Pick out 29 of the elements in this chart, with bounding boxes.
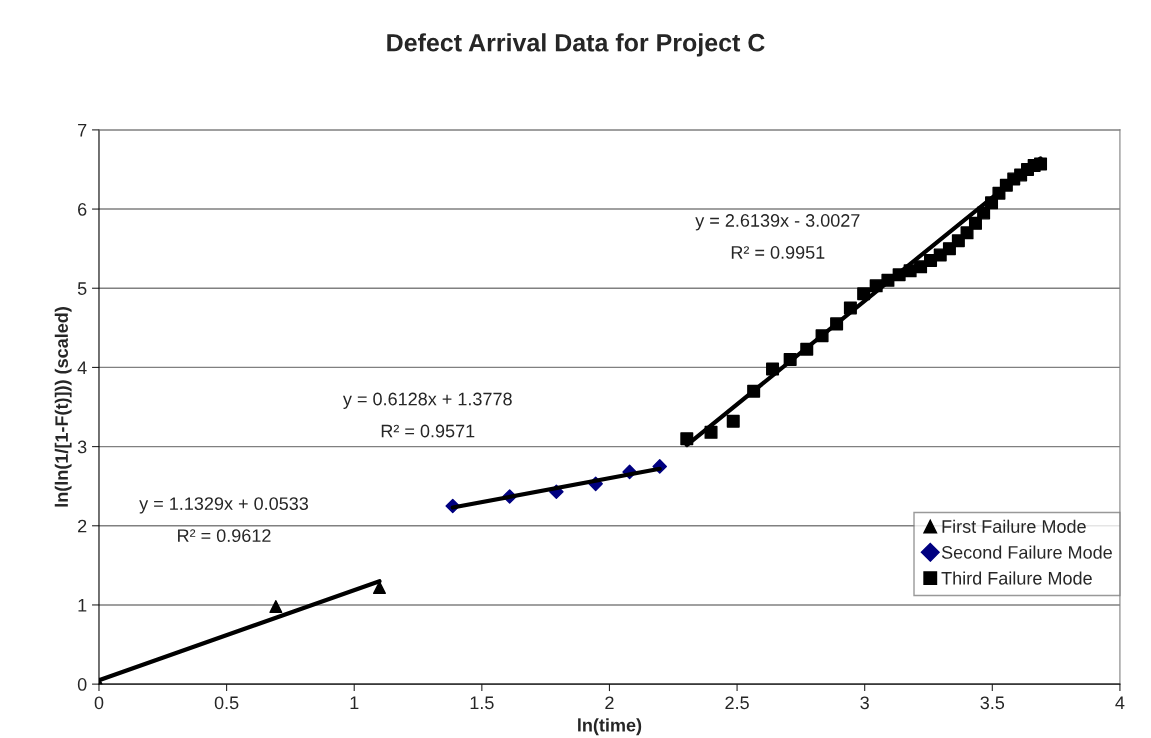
x-tick-label: 3 bbox=[860, 696, 869, 710]
x-tick-label: 2 bbox=[605, 696, 614, 710]
y-tick-label: 3 bbox=[77, 440, 87, 454]
y-tick-label: 1 bbox=[78, 599, 87, 612]
y-tick-label: 2 bbox=[78, 519, 87, 533]
y-axis-title: ln(ln(1/[1-F(t)])) (scaled) bbox=[54, 307, 72, 507]
x-axis-title: ln(time) bbox=[578, 718, 642, 736]
x-tick-label: 0 bbox=[94, 696, 104, 710]
y-tick-label: 0 bbox=[77, 678, 87, 691]
annotation: R² = 0.9951 bbox=[731, 246, 825, 259]
legend-label: Second Failure Mode bbox=[941, 545, 1112, 559]
annotation: y = 1.1329x + 0.0533 bbox=[139, 497, 309, 514]
annotation: R² = 0.9571 bbox=[381, 424, 475, 438]
x-tick-label: 0.5 bbox=[214, 696, 239, 710]
legend-label: First Failure Mode bbox=[942, 519, 1086, 533]
annotation: y = 2.6139x - 3.0027 bbox=[695, 214, 860, 231]
x-tick-label: 1.5 bbox=[470, 696, 494, 710]
y-tick-label: 7 bbox=[78, 124, 87, 137]
y-tick-label: 4 bbox=[77, 361, 87, 374]
y-tick-label: 5 bbox=[77, 282, 87, 295]
chart-title: Defect Arrival Data for Project C bbox=[387, 33, 765, 57]
legend-label: Third Failure Mode bbox=[941, 571, 1092, 585]
annotation: y = 0.6128x + 1.3778 bbox=[342, 392, 512, 409]
x-tick-label: 3.5 bbox=[980, 696, 1005, 710]
y-tick-label: 6 bbox=[78, 203, 87, 216]
annotation: R² = 0.9612 bbox=[178, 529, 271, 543]
x-tick-label: 2.5 bbox=[725, 696, 749, 710]
x-tick-label: 4 bbox=[1115, 696, 1125, 710]
x-tick-label: 1 bbox=[350, 696, 359, 710]
